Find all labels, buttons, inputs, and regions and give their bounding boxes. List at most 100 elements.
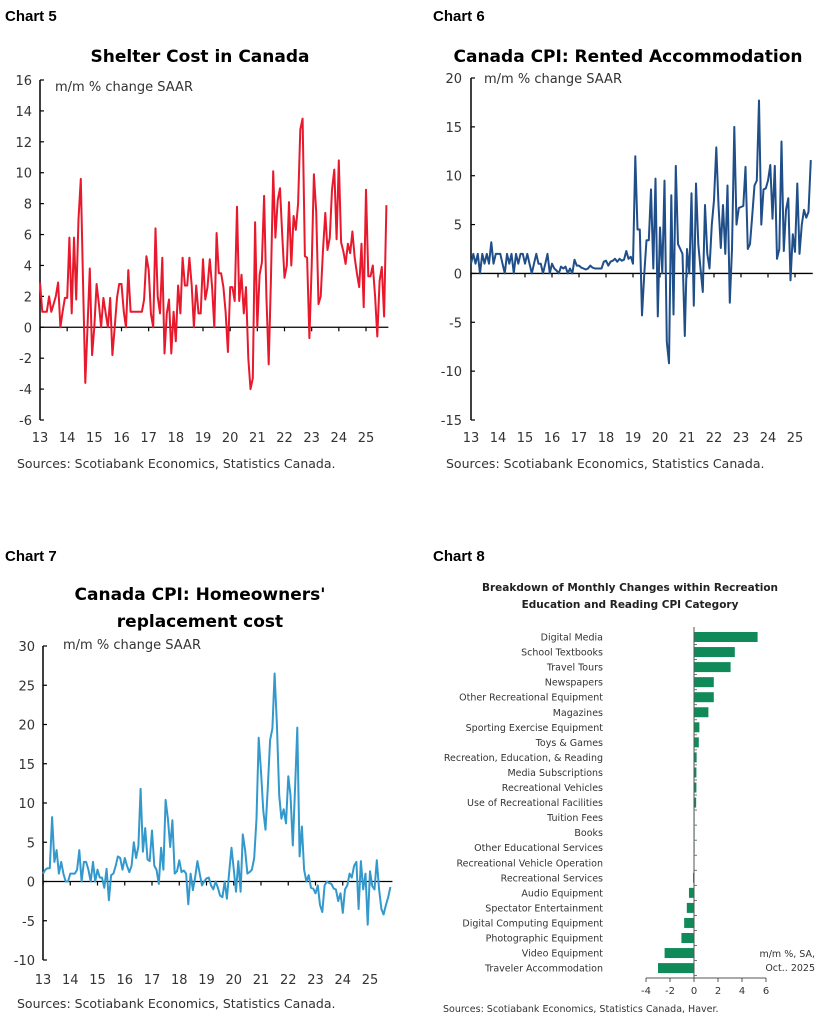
chart-8: Chart 8 Breakdown of Monthly Changes wit… (433, 548, 815, 1015)
chart-label: Chart 8 (433, 548, 485, 565)
y-tick-label: 0 (454, 267, 462, 282)
y-tick-label: 12 (15, 136, 32, 151)
y-tick-label: 6 (24, 229, 32, 244)
y-tick-label: 0 (27, 876, 35, 891)
chart-6: Chart 6 Canada CPI: Rented Accommodation… (433, 8, 813, 471)
bar (684, 917, 694, 928)
y-tick-label: 15 (445, 121, 462, 136)
y-tick-label: 20 (445, 72, 462, 87)
bar (688, 887, 694, 898)
x-tick-label: 15 (517, 431, 534, 446)
y-tick-label: -6 (19, 414, 32, 429)
chart-label: Chart 5 (5, 8, 57, 25)
y-tick-label: 10 (445, 170, 462, 185)
x-tick-label: 13 (35, 973, 52, 988)
x-tick-label: 13 (463, 431, 480, 446)
x-tick-label: 18 (598, 431, 615, 446)
category-label: Magazines (553, 708, 603, 719)
category-label: Books (574, 828, 603, 839)
x-tick-label: 4 (739, 986, 745, 997)
x-tick-label: 25 (358, 431, 375, 446)
category-label: Recreational Vehicle Operation (456, 858, 603, 869)
x-tick-label: 14 (59, 431, 76, 446)
bar (686, 902, 694, 913)
x-tick-label: 18 (171, 973, 188, 988)
x-tick-label: 20 (222, 431, 239, 446)
y-tick-label: -5 (449, 316, 462, 331)
x-tick-label: 13 (32, 431, 49, 446)
x-tick-label: 17 (571, 431, 588, 446)
chart-title-line-2: replacement cost (117, 612, 283, 632)
category-label: Digital Media (541, 633, 603, 644)
plot-area: -10 -5 0 5 10 15 20 25 30 13 14 15 16 17 18 19 20 21 22 23 2… (14, 640, 393, 988)
chart-title: Canada CPI: Rented Accommodation (454, 47, 803, 67)
y-tick-label: 10 (18, 797, 35, 812)
x-tick-label: 21 (679, 431, 696, 446)
x-tick-label: 21 (249, 431, 266, 446)
y-tick-label: -5 (22, 915, 35, 930)
x-tick-label: -4 (641, 986, 651, 997)
category-label: Audio Equipment (521, 888, 603, 899)
category-label: Other Recreational Equipment (459, 693, 603, 704)
bar (694, 647, 735, 658)
series-line (39, 117, 388, 391)
x-tick-label: 22 (280, 973, 297, 988)
annotation-line-2: Oct.. 2025 (765, 963, 815, 974)
category-label: Tuition Fees (546, 813, 603, 824)
x-tick-label: 24 (331, 431, 348, 446)
y-tick-label: -10 (441, 365, 462, 380)
bar (694, 782, 697, 793)
x-tick-label: 19 (625, 431, 642, 446)
x-tick-label: 2 (715, 986, 721, 997)
bar (694, 677, 714, 688)
x-tick-label: 14 (62, 973, 79, 988)
chart-5: Chart 5 Shelter Cost in Canada m/m % cha… (5, 8, 389, 471)
bar (664, 948, 694, 959)
x-tick-label: 24 (334, 973, 351, 988)
bar (694, 662, 731, 673)
bar (694, 707, 709, 718)
x-tick-label: -2 (665, 986, 675, 997)
category-label: Traveler Accommodation (484, 964, 603, 975)
category-label: Digital Computing Equipment (462, 918, 603, 929)
x-tick-label: 15 (86, 431, 103, 446)
category-label: Sporting Exercise Equipment (466, 723, 604, 734)
chart-source: Sources: Scotiabank Economics, Statistic… (17, 996, 335, 1011)
bar (694, 632, 758, 642)
y-tick-label: 2 (24, 290, 32, 305)
y-tick-label: 10 (15, 167, 32, 182)
chart-7: Chart 7 Canada CPI: Homeowners' replacem… (5, 548, 393, 1011)
series-line (42, 672, 392, 926)
y-tick-label: 8 (24, 198, 32, 213)
category-label: Spectator Entertainment (485, 903, 603, 914)
x-tick-label: 23 (733, 431, 750, 446)
y-tick-label: 0 (24, 321, 32, 336)
y-tick-label: 5 (454, 219, 462, 234)
bar (694, 752, 697, 763)
bar (694, 722, 700, 733)
chart-source: Sources: Scotiabank Economics, Statistic… (443, 1004, 719, 1015)
series-line (470, 99, 812, 365)
bar (694, 737, 699, 748)
chart-source: Sources: Scotiabank Economics, Statistic… (446, 456, 764, 471)
chart-label: Chart 6 (433, 8, 485, 25)
x-tick-label: 15 (89, 973, 106, 988)
chart-source: Sources: Scotiabank Economics, Statistic… (17, 456, 335, 471)
y-tick-label: 16 (15, 74, 32, 89)
bar (694, 797, 697, 808)
bar (658, 963, 694, 974)
y-tick-label: 14 (15, 105, 32, 120)
chart-title: Shelter Cost in Canada (91, 47, 310, 67)
x-tick-label: 17 (144, 973, 161, 988)
category-label: Media Subscriptions (507, 768, 603, 779)
category-label: Newspapers (545, 678, 603, 689)
y-tick-label: -10 (14, 954, 35, 969)
x-tick-label: 18 (168, 431, 185, 446)
chart-title-line-1: Canada CPI: Homeowners' (75, 585, 326, 605)
y-tick-label: 30 (18, 640, 35, 655)
y-tick-label: -15 (441, 414, 462, 429)
x-tick-label: 23 (303, 431, 320, 446)
chart-label: Chart 7 (5, 548, 57, 565)
category-label: Photographic Equipment (486, 934, 604, 945)
